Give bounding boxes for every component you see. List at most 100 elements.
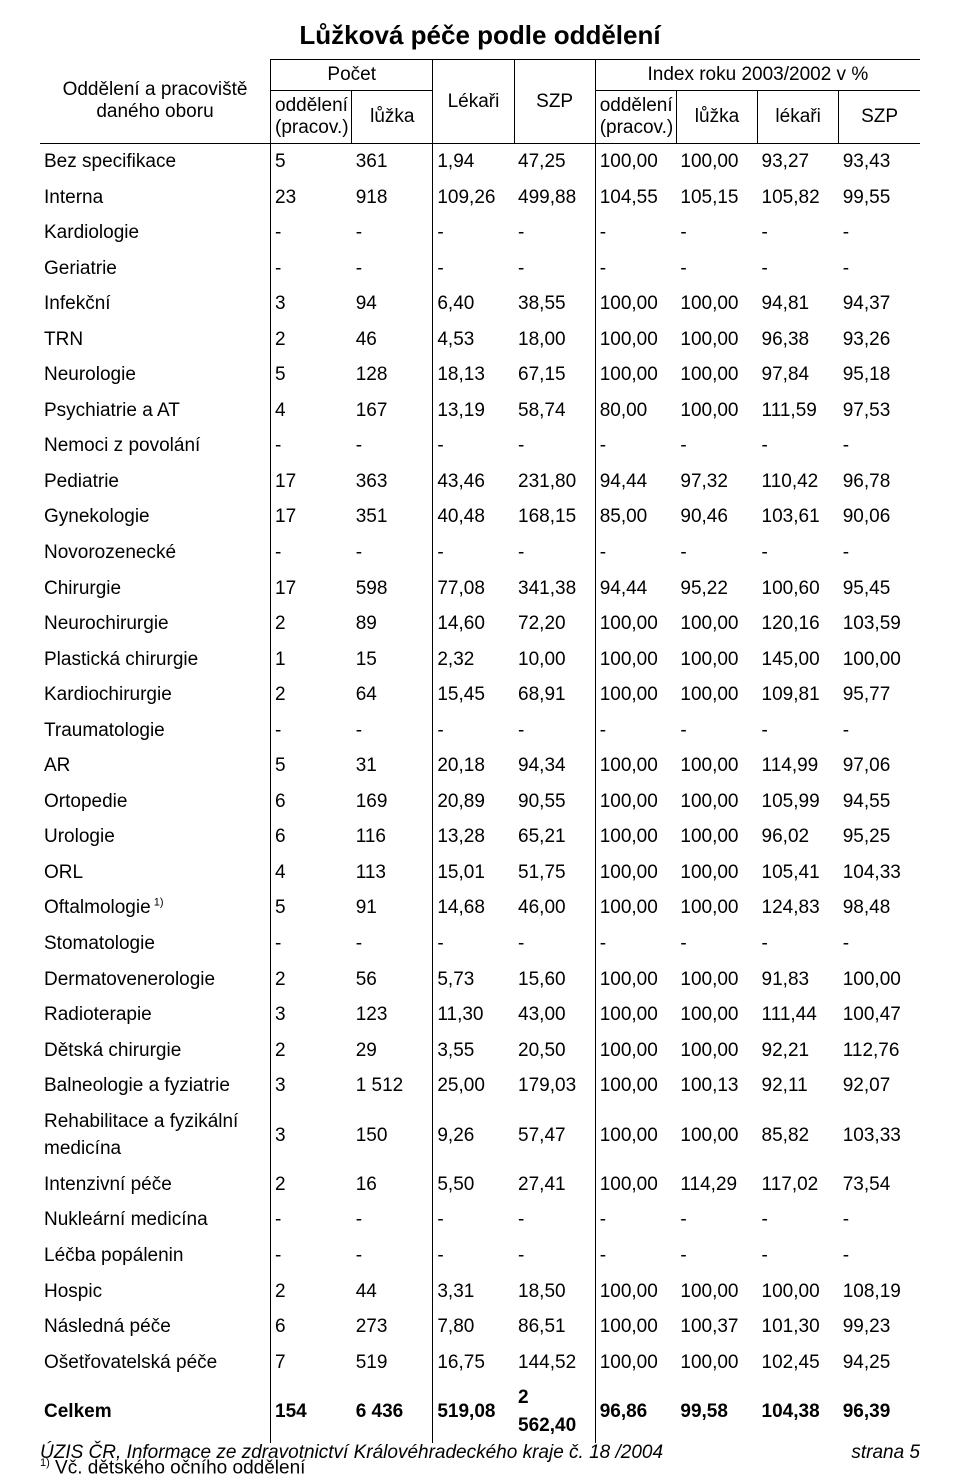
row-label: Urologie [40,819,271,855]
cell: 100,00 [676,997,757,1033]
cell: 1,94 [433,144,514,180]
cell: 97,32 [676,464,757,500]
row-label: Psychiatrie a AT [40,393,271,429]
cell: 100,00 [595,1033,676,1069]
cell: 100,00 [676,1104,757,1167]
cell: 2 [271,962,352,998]
cell: - [352,251,433,287]
cell: - [758,215,839,251]
cell: 100,00 [595,606,676,642]
cell: 109,81 [758,677,839,713]
page-title: Lůžková péče podle oddělení [40,20,920,51]
cell: 86,51 [514,1309,595,1345]
cell: 95,45 [839,571,920,607]
cell: 13,19 [433,393,514,429]
cell: 96,39 [839,1380,920,1443]
cell: - [514,713,595,749]
row-label: Novorozenecké [40,535,271,571]
row-label: Kardiologie [40,215,271,251]
header-rowname-line1: Oddělení a pracoviště [63,79,248,100]
cell: 95,18 [839,357,920,393]
cell: 179,03 [514,1068,595,1104]
row-label: Neurologie [40,357,271,393]
table-row: Dětská chirurgie2293,5520,50100,00100,00… [40,1033,920,1069]
cell: 100,00 [676,322,757,358]
cell: 94,25 [839,1345,920,1381]
cell: 29 [352,1033,433,1069]
cell: 3 [271,1104,352,1167]
row-label: Nemoci z povolání [40,428,271,464]
cell: 2 [271,1274,352,1310]
table-row: Neurochirurgie28914,6072,20100,00100,001… [40,606,920,642]
cell: 100,00 [839,962,920,998]
cell: 38,55 [514,286,595,322]
cell: - [271,926,352,962]
row-label: Chirurgie [40,571,271,607]
row-label: Oftalmologie 1) [40,890,271,926]
cell: 169 [352,784,433,820]
cell: - [839,428,920,464]
cell: 58,74 [514,393,595,429]
table-row: Neurologie512818,1367,15100,00100,0097,8… [40,357,920,393]
cell: 94,81 [758,286,839,322]
cell: - [433,428,514,464]
cell: - [839,713,920,749]
cell: 15,01 [433,855,514,891]
row-label: Bez specifikace [40,144,271,180]
cell: 94,34 [514,748,595,784]
cell: 72,20 [514,606,595,642]
cell: - [676,428,757,464]
cell: 128 [352,357,433,393]
cell: - [352,713,433,749]
cell: 96,38 [758,322,839,358]
cell: - [758,713,839,749]
cell: 6,40 [433,286,514,322]
cell: 103,61 [758,499,839,535]
cell: 46,00 [514,890,595,926]
cell: 100,00 [595,677,676,713]
cell: - [514,1202,595,1238]
cell: 94,37 [839,286,920,322]
cell: 104,33 [839,855,920,891]
cell: - [271,1238,352,1274]
table-row: TRN2464,5318,00100,00100,0096,3893,26 [40,322,920,358]
table-row: AR53120,1894,34100,00100,00114,9997,06 [40,748,920,784]
table-row: Dermatovenerologie2565,7315,60100,00100,… [40,962,920,998]
cell: 98,48 [839,890,920,926]
cell: - [595,535,676,571]
cell: 16 [352,1167,433,1203]
cell: 100,47 [839,997,920,1033]
header-szp: SZP [514,60,595,144]
cell: 109,26 [433,180,514,216]
cell: - [433,1238,514,1274]
cell: 104,55 [595,180,676,216]
footer-right: strana 5 [851,1442,920,1464]
cell: 100,00 [676,784,757,820]
cell: 154 [271,1380,352,1443]
table-row: Léčba popálenin-------- [40,1238,920,1274]
cell: 519 [352,1345,433,1381]
cell: 2 [271,677,352,713]
cell: 100,00 [676,1274,757,1310]
cell: 18,50 [514,1274,595,1310]
cell: 100,00 [676,1033,757,1069]
cell: 90,46 [676,499,757,535]
row-label: Hospic [40,1274,271,1310]
row-label: ORL [40,855,271,891]
cell: - [514,251,595,287]
table-row: Psychiatrie a AT416713,1958,7480,00100,0… [40,393,920,429]
cell: - [352,926,433,962]
cell: 18,13 [433,357,514,393]
table-row: Oftalmologie 1)59114,6846,00100,00100,00… [40,890,920,926]
row-label: Nukleární medicína [40,1202,271,1238]
cell: 598 [352,571,433,607]
cell: 124,83 [758,890,839,926]
cell: - [352,535,433,571]
cell: 100,00 [595,642,676,678]
cell: 95,25 [839,819,920,855]
cell: 96,86 [595,1380,676,1443]
table-row: Plastická chirurgie1152,3210,00100,00100… [40,642,920,678]
cell: 85,82 [758,1104,839,1167]
cell: 3,31 [433,1274,514,1310]
cell: 1 [271,642,352,678]
